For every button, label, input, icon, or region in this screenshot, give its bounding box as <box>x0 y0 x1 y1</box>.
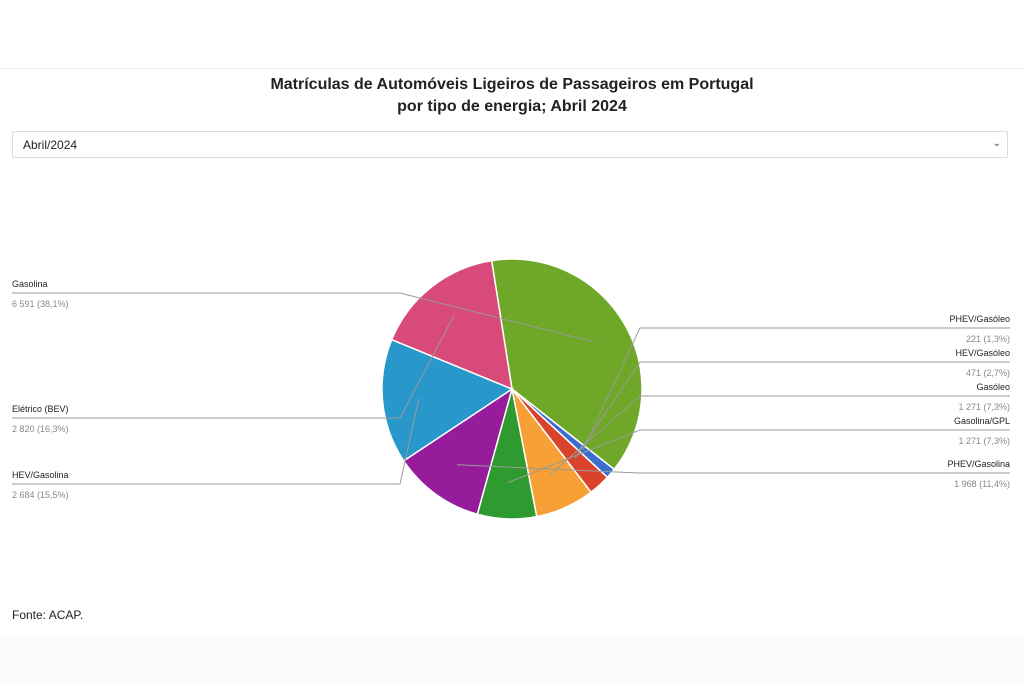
slice-label: Gasolina <box>12 279 48 289</box>
source-note: Fonte: ACAP. <box>12 608 84 622</box>
bottom-band <box>0 636 1024 683</box>
leader-line <box>574 361 1010 459</box>
slice-value-label: 1 271 (7,3%) <box>958 436 1010 446</box>
pie-slice[interactable] <box>390 259 513 391</box>
slice-value-label: 1 968 (11,4%) <box>954 479 1010 489</box>
leader-line <box>550 395 1010 475</box>
slice-value-label: 1 271 (7,3%) <box>958 402 1010 412</box>
leader-line <box>12 292 593 343</box>
slice-label: HEV/Gasóleo <box>955 348 1010 358</box>
pie-slice[interactable] <box>490 258 643 471</box>
chevron-down-icon: ⌄ <box>992 138 1001 149</box>
pie-slices <box>381 258 643 520</box>
slice-label: HEV/Gasolina <box>12 470 69 480</box>
leader-line <box>12 315 455 419</box>
slice-label: PHEV/Gasolina <box>947 459 1010 469</box>
slice-value-label: 471 (2,7%) <box>966 368 1010 378</box>
chart-title-line2: por tipo de energia; Abril 2024 <box>397 98 627 115</box>
pie-slice[interactable] <box>402 387 514 516</box>
top-band <box>0 0 1024 69</box>
chart-title-line1: Matrículas de Automóveis Ligeiros de Pas… <box>270 76 754 93</box>
leader-line <box>456 464 1010 474</box>
slice-label: Gasóleo <box>976 382 1010 392</box>
period-select[interactable]: Abril/2024 ⌄ <box>12 131 1008 158</box>
slice-value-label: 221 (1,3%) <box>966 334 1010 344</box>
slice-label: Gasolina/GPL <box>954 416 1010 426</box>
slice-label: Elétrico (BEV) <box>12 404 69 414</box>
leader-line <box>582 327 1010 451</box>
slice-value-label: 6 591 (38,1%) <box>12 299 69 309</box>
slice-value-label: 2 820 (16,3%) <box>12 424 69 434</box>
pie-slice[interactable] <box>381 338 514 462</box>
leader-line <box>12 398 420 485</box>
pie-labels: Gasolina 6 591 (38,1%) PHEV/Gasóleo 221 (1,… <box>12 279 1010 500</box>
pie-chart: Gasolina 6 591 (38,1%) PHEV/Gasóleo 221 (1,… <box>12 258 1010 520</box>
period-select-value: Abril/2024 <box>23 138 78 152</box>
slice-label: PHEV/Gasóleo <box>949 314 1010 324</box>
leader-line <box>508 429 1010 483</box>
slice-value-label: 2 684 (15,5%) <box>12 490 69 500</box>
chart-title: Matrículas de Automóveis Ligeiros de Pas… <box>0 74 1024 118</box>
